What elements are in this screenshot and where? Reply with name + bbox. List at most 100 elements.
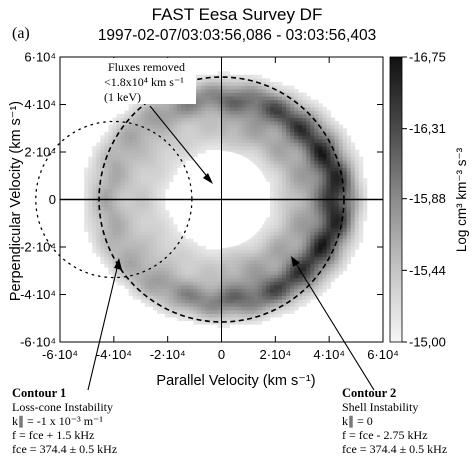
heatmap-cell [177,249,182,254]
heatmap-cell [169,110,174,115]
y-tick-label: 6·10⁴ [24,50,56,65]
heatmap-cell [278,203,283,208]
heatmap-cell [294,178,299,183]
contour-1-arrow [87,263,119,391]
heatmap-cell [237,320,243,325]
heatmap-cell [253,128,259,133]
heatmap-cell [185,121,190,126]
heatmap-cell [160,195,166,200]
heatmap-cell [193,106,198,111]
heatmap-cell [233,138,239,143]
heatmap-cell [128,153,134,158]
heatmap-cell [290,106,295,111]
heatmap-cell [156,149,162,154]
heatmap-cell [213,142,218,147]
heatmap-cell [306,277,311,282]
heatmap-cell [278,217,283,222]
heatmap-cell [326,285,331,289]
heatmap-cell [156,128,162,133]
heatmap-cell [124,110,130,115]
heatmap-cell [116,249,121,254]
heatmap-cell [169,128,174,133]
heatmap-cell [354,178,360,183]
heatmap-cell [112,249,117,254]
heatmap-cell [164,281,170,286]
heatmap-cell [169,295,174,300]
heatmap-cell [173,302,178,307]
heatmap-cell [298,174,303,179]
heatmap-cell [128,178,134,183]
heatmap-cell [124,192,130,197]
heatmap-cell [92,195,97,200]
heatmap-cell [294,220,299,225]
heatmap-cell [269,110,275,115]
heatmap-cell [132,103,138,108]
heatmap-cell [104,260,109,265]
heatmap-cell [326,210,331,215]
heatmap-cell [261,238,267,243]
heatmap-cell [273,138,279,143]
heatmap-cell [148,249,154,254]
heatmap-cell [173,163,178,168]
heatmap-cell [265,163,271,168]
heatmap-cell [128,267,134,272]
heatmap-cell [156,217,162,222]
heatmap-cell [273,171,279,175]
heatmap-cell [249,263,255,268]
heatmap-cell [185,106,190,111]
heatmap-cell [318,285,323,289]
heatmap-cell [201,263,206,268]
heatmap-cell [112,217,117,222]
heatmap-cell [160,228,166,232]
heatmap-cell [269,199,275,204]
heatmap-cell [169,167,174,172]
heatmap-cell [197,299,202,304]
heatmap-cell [189,302,194,307]
heatmap-cell [302,242,307,247]
heatmap-cell [346,135,352,140]
heatmap-cell [164,292,170,297]
heatmap-cell [302,295,307,300]
heatmap-cell [294,256,299,261]
heatmap-cell [302,302,307,307]
heatmap-cell [314,124,319,129]
heatmap-cell [160,306,166,311]
heatmap-cell [330,274,335,279]
heatmap-cell [164,260,170,265]
heatmap-cell [294,121,299,126]
heatmap-cell [221,96,226,101]
heatmap-cell [318,242,323,247]
heatmap-cell [334,224,339,229]
heatmap-cell [164,185,170,190]
heatmap-cell [128,260,134,265]
heatmap-cell [257,274,263,279]
heatmap-cell [92,213,97,218]
heatmap-cell [282,99,287,104]
heatmap-cell [306,299,311,304]
heatmap-cell [124,213,130,218]
heatmap-cell [354,213,360,218]
heatmap-cell [233,306,239,311]
heatmap-cell [221,117,226,122]
heatmap-cell [144,217,150,222]
heatmap-cell [225,71,230,76]
heatmap-cell [338,217,344,222]
heatmap-cell [229,117,235,122]
heatmap-cell [120,185,125,190]
heatmap-cell [290,160,295,165]
heatmap-cell [350,252,356,257]
heatmap-cell [322,121,327,126]
heatmap-cell [140,260,146,265]
heatmap-cell [225,252,230,257]
heatmap-cell [148,217,154,222]
heatmap-cell [358,220,364,225]
heatmap-cell [217,71,222,76]
heatmap-cell [253,270,259,275]
heatmap-cell [185,156,190,161]
heatmap-cell [322,163,327,168]
heatmap-cell [152,306,158,311]
heatmap-cell [261,224,267,229]
heatmap-cell [322,192,327,197]
heatmap-cell [265,224,271,229]
heatmap-cell [334,260,339,265]
